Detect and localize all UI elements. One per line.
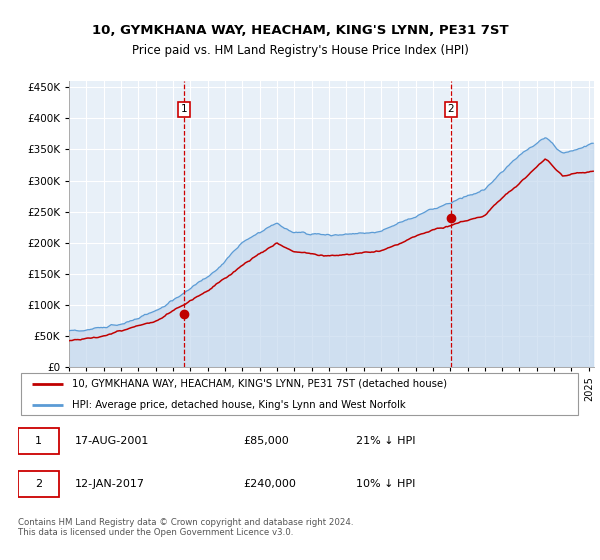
Text: 10% ↓ HPI: 10% ↓ HPI <box>356 479 416 489</box>
Text: HPI: Average price, detached house, King's Lynn and West Norfolk: HPI: Average price, detached house, King… <box>71 400 406 410</box>
Text: £240,000: £240,000 <box>244 479 296 489</box>
Text: 17-AUG-2001: 17-AUG-2001 <box>74 436 149 446</box>
Text: Price paid vs. HM Land Registry's House Price Index (HPI): Price paid vs. HM Land Registry's House … <box>131 44 469 57</box>
Text: 1: 1 <box>35 436 42 446</box>
Text: Contains HM Land Registry data © Crown copyright and database right 2024.
This d: Contains HM Land Registry data © Crown c… <box>18 518 353 538</box>
Text: 2: 2 <box>35 479 42 489</box>
Text: 21% ↓ HPI: 21% ↓ HPI <box>356 436 416 446</box>
Text: 10, GYMKHANA WAY, HEACHAM, KING'S LYNN, PE31 7ST (detached house): 10, GYMKHANA WAY, HEACHAM, KING'S LYNN, … <box>71 379 447 389</box>
Text: 12-JAN-2017: 12-JAN-2017 <box>74 479 145 489</box>
FancyBboxPatch shape <box>18 428 59 454</box>
FancyBboxPatch shape <box>21 373 578 416</box>
Text: 2: 2 <box>448 104 454 114</box>
Text: 10, GYMKHANA WAY, HEACHAM, KING'S LYNN, PE31 7ST: 10, GYMKHANA WAY, HEACHAM, KING'S LYNN, … <box>92 24 508 38</box>
Text: 1: 1 <box>181 104 187 114</box>
Text: £85,000: £85,000 <box>244 436 289 446</box>
FancyBboxPatch shape <box>18 471 59 497</box>
